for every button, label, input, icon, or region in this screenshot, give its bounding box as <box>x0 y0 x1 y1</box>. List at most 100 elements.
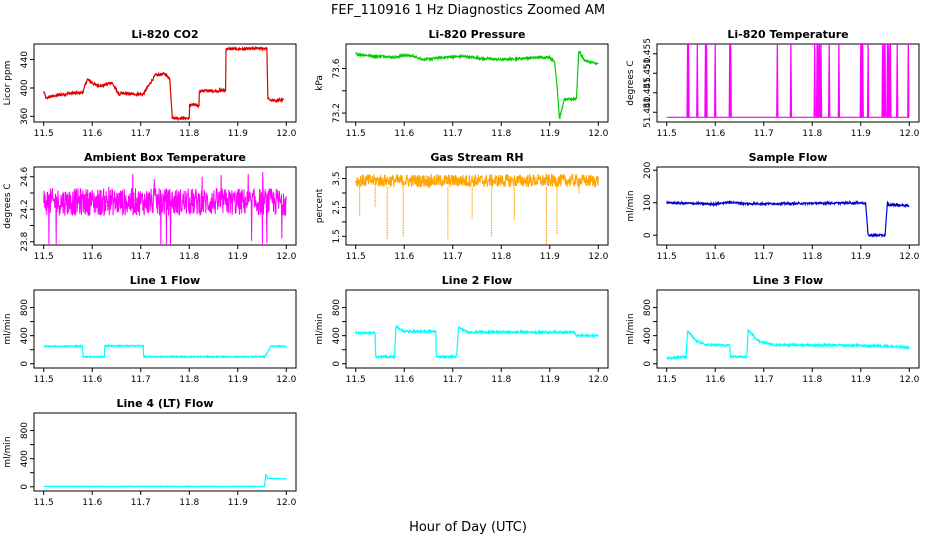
y-tick-label-rh: 1.5 <box>332 229 342 243</box>
x-tick-label-line4: 11.9 <box>228 498 248 508</box>
x-tick-label-line4: 11.5 <box>34 498 54 508</box>
x-tick-label-co2: 11.9 <box>228 129 248 139</box>
x-tick-label-co2: 12.0 <box>276 129 296 139</box>
panel-line3: Line 3 Flow 11.5 11.6 11.7 11.8 11.9 12.0 0 400 8… <box>626 274 920 385</box>
y-tick-label-line3: 800 <box>643 299 653 316</box>
plot-frame-pressure <box>345 43 609 123</box>
series-line-line2 <box>355 324 599 361</box>
series-line-sample <box>666 199 910 239</box>
plot-frame-sample <box>656 166 920 246</box>
panel-co2: Li-820 CO2 11.5 11.6 11.7 11.8 11.9 12.0 360 400… <box>3 28 297 139</box>
x-tick-label-line3: 12.0 <box>899 375 919 385</box>
x-tick-label-pressure: 11.9 <box>540 129 560 139</box>
x-tick-label-line3: 11.7 <box>754 375 774 385</box>
series-line-co2 <box>43 45 285 122</box>
x-tick-label-line2: 11.6 <box>394 375 414 385</box>
y-tick-label-rh: 3.5 <box>332 171 342 185</box>
plot-frame-line1 <box>33 289 297 369</box>
x-tick-label-ambient: 11.9 <box>228 252 248 262</box>
plot-frame-line2 <box>345 289 609 369</box>
x-tick-label-co2: 11.7 <box>131 129 151 139</box>
x-tick-label-pressure: 11.7 <box>443 129 463 139</box>
panel-title-temp: Li-820 Temperature <box>727 28 848 41</box>
panel-line1: Line 1 Flow 11.5 11.6 11.7 11.8 11.9 12.0 0 400 8… <box>3 274 297 385</box>
x-tick-label-co2: 11.6 <box>82 129 102 139</box>
series-line-line4 <box>43 473 287 488</box>
series-line2 <box>355 324 599 361</box>
x-tick-label-ambient: 11.6 <box>82 252 102 262</box>
y-tick-label-line3: 0 <box>643 361 653 367</box>
x-tick-label-ambient: 11.8 <box>179 252 199 262</box>
x-tick-label-line3: 11.6 <box>705 375 725 385</box>
y-tick-label-ambient: 24.6 <box>20 166 30 186</box>
plot-frame-ambient <box>33 166 297 246</box>
x-tick-label-temp: 11.7 <box>754 129 774 139</box>
y-axis-label-line3: ml/min <box>626 313 636 344</box>
y-tick-label-co2: 400 <box>20 79 30 96</box>
x-tick-label-temp: 11.5 <box>657 129 677 139</box>
plot-frame-temp <box>656 43 920 123</box>
x-tick-label-line2: 11.8 <box>491 375 511 385</box>
y-axis-label-rh: percent <box>315 188 325 223</box>
y-tick-label-line4: 0 <box>20 484 30 490</box>
y-tick-label-pressure: 73.6 <box>332 58 342 78</box>
x-tick-label-rh: 11.9 <box>540 252 560 262</box>
series-pressure <box>355 50 599 120</box>
x-tick-label-co2: 11.5 <box>34 129 54 139</box>
plot-frame-rh <box>345 166 609 246</box>
x-tick-label-temp: 11.8 <box>802 129 822 139</box>
x-tick-label-line1: 11.6 <box>82 375 102 385</box>
y-tick-label-line1: 800 <box>20 299 30 316</box>
y-tick-label-sample: 200 <box>643 161 653 178</box>
y-tick-label-line2: 400 <box>332 327 342 344</box>
x-tick-label-line3: 11.9 <box>851 375 871 385</box>
x-tick-label-rh: 11.6 <box>394 252 414 262</box>
x-tick-label-line2: 11.7 <box>443 375 463 385</box>
series-line4 <box>43 473 287 488</box>
x-tick-label-line4: 11.8 <box>179 498 199 508</box>
panel-ambient: Ambient Box Temperature 11.5 11.6 11.7 11.8 1… <box>3 151 297 262</box>
plot-frame-line3 <box>656 289 920 369</box>
x-tick-label-line4: 12.0 <box>276 498 296 508</box>
panel-sample: Sample Flow 11.5 11.6 11.7 11.8 11.9 12.0 0 100 2… <box>626 151 920 262</box>
y-tick-label-line2: 800 <box>332 299 342 316</box>
x-tick-label-pressure: 12.0 <box>588 129 608 139</box>
series-ambient <box>43 171 287 245</box>
figure-title: FEF_110916 1 Hz Diagnostics Zoomed AM <box>331 3 605 18</box>
panel-line4: Line 4 (LT) Flow 11.5 11.6 11.7 11.8 11.9 12.0… <box>3 397 297 508</box>
x-tick-label-line2: 11.9 <box>540 375 560 385</box>
y-axis-label-temp: degrees C <box>626 60 636 105</box>
x-tick-label-line1: 12.0 <box>276 375 296 385</box>
plot-frame-line4 <box>33 412 297 492</box>
x-tick-label-line1: 11.8 <box>179 375 199 385</box>
x-tick-label-rh: 11.5 <box>346 252 366 262</box>
panel-temp: Li-820 Temperature 11.5 11.6 11.7 11.8 11.9 12… <box>626 28 920 139</box>
plot-frame-co2 <box>33 43 297 123</box>
x-tick-label-pressure: 11.6 <box>394 129 414 139</box>
x-tick-label-line1: 11.9 <box>228 375 248 385</box>
y-axis-label-line1: ml/min <box>3 313 13 344</box>
y-tick-label-line2: 0 <box>332 361 342 367</box>
panel-title-line3: Line 3 Flow <box>753 274 823 287</box>
y-tick-label-line1: 400 <box>20 327 30 344</box>
y-tick-label-temp: 51.440 <box>643 96 653 128</box>
x-tick-label-line1: 11.7 <box>131 375 151 385</box>
y-axis-label-ambient: degrees C <box>3 183 13 228</box>
x-tick-label-line4: 11.7 <box>131 498 151 508</box>
x-tick-label-temp: 11.6 <box>705 129 725 139</box>
x-tick-label-sample: 12.0 <box>899 252 919 262</box>
series-sample <box>666 199 910 239</box>
panel-pressure: Li-820 Pressure 11.5 11.6 11.7 11.8 11.9 12.0 7… <box>315 28 609 139</box>
y-tick-label-temp: 51.450 <box>643 57 653 89</box>
y-axis-label-pressure: kPa <box>315 75 325 91</box>
x-tick-label-sample: 11.6 <box>705 252 725 262</box>
x-tick-label-sample: 11.9 <box>851 252 871 262</box>
series-line-line1 <box>43 343 287 360</box>
x-tick-label-ambient: 11.5 <box>34 252 54 262</box>
panel-title-line4: Line 4 (LT) Flow <box>117 397 214 410</box>
x-tick-label-sample: 11.5 <box>657 252 677 262</box>
series-line-ambient <box>43 171 287 245</box>
x-tick-label-pressure: 11.5 <box>346 129 366 139</box>
y-tick-label-temp: 51.455 <box>643 38 653 70</box>
